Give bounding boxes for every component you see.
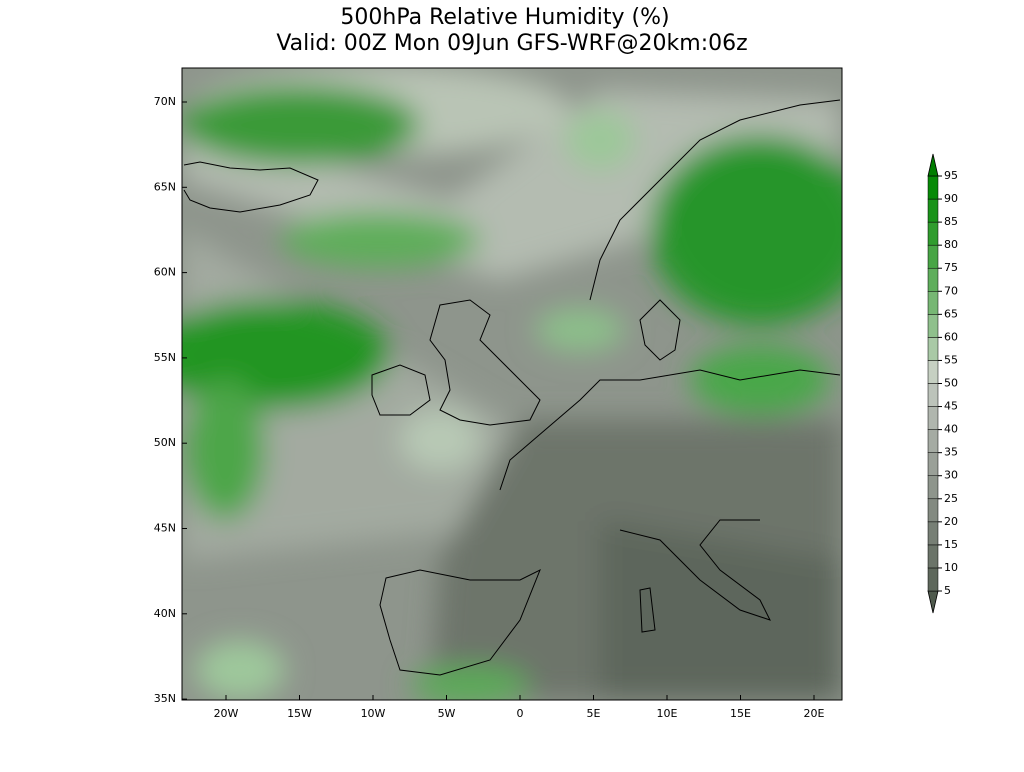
colorbar-segment bbox=[927, 291, 939, 315]
colorbar-label: 25 bbox=[944, 492, 958, 505]
colorbar-label: 90 bbox=[944, 192, 958, 205]
colorbar-label: 55 bbox=[944, 353, 958, 366]
map-frame bbox=[181, 67, 843, 701]
colorbar-label: 80 bbox=[944, 238, 958, 251]
lon-label: 20W bbox=[214, 707, 239, 720]
colorbar-segment bbox=[927, 175, 939, 200]
colorbar-label: 5 bbox=[944, 584, 951, 597]
lat-label: 35N bbox=[154, 692, 176, 705]
lon-label: 10E bbox=[657, 707, 678, 720]
lon-label: 0 bbox=[517, 707, 524, 720]
colorbar-segment bbox=[927, 429, 939, 453]
colorbar-segment bbox=[927, 567, 939, 592]
title: 500hPa Relative Humidity (%) bbox=[340, 5, 669, 30]
lat-label: 50N bbox=[154, 436, 176, 449]
lon-label: 20E bbox=[804, 707, 825, 720]
lat-label: 65N bbox=[154, 180, 176, 193]
colorbar-label: 85 bbox=[944, 215, 958, 228]
colorbar-segment bbox=[927, 452, 939, 476]
colorbar-label: 50 bbox=[944, 377, 958, 390]
colorbar-segment bbox=[927, 198, 939, 223]
lat-label: 45N bbox=[154, 522, 176, 535]
lon-label: 15W bbox=[287, 707, 312, 720]
colorbar-label: 10 bbox=[944, 561, 958, 574]
colorbar-label: 45 bbox=[944, 400, 958, 413]
colorbar-segment bbox=[927, 314, 939, 338]
colorbar-arrow-low bbox=[927, 590, 939, 614]
colorbar-segment bbox=[927, 498, 939, 523]
humidity-field bbox=[182, 68, 842, 700]
colorbar-label: 70 bbox=[944, 284, 958, 297]
colorbar-label: 65 bbox=[944, 307, 958, 320]
colorbar-segment bbox=[927, 406, 939, 430]
lat-label: 60N bbox=[154, 266, 176, 279]
lat-label: 70N bbox=[154, 95, 176, 108]
colorbar-label: 30 bbox=[944, 469, 958, 482]
colorbar-arrow-high bbox=[927, 153, 939, 177]
colorbar-label: 60 bbox=[944, 330, 958, 343]
colorbar-label: 75 bbox=[944, 261, 958, 274]
colorbar-segment bbox=[927, 475, 939, 500]
lon-label: 10W bbox=[361, 707, 386, 720]
colorbar-segment bbox=[927, 544, 939, 569]
colorbar-label: 95 bbox=[944, 169, 958, 182]
colorbar-label: 20 bbox=[944, 515, 958, 528]
colorbar-label: 35 bbox=[944, 446, 958, 459]
lon-label: 5E bbox=[587, 707, 601, 720]
colorbar-segment bbox=[927, 244, 939, 269]
colorbar-label: 15 bbox=[944, 538, 958, 551]
lat-label: 40N bbox=[154, 607, 176, 620]
colorbar-segment bbox=[927, 221, 939, 246]
lon-label: 15E bbox=[730, 707, 751, 720]
subtitle: Valid: 00Z Mon 09Jun GFS-WRF@20km:06z bbox=[276, 31, 747, 56]
lat-label: 55N bbox=[154, 351, 176, 364]
colorbar-segment bbox=[927, 383, 939, 407]
colorbar-label: 40 bbox=[944, 423, 958, 436]
colorbar-segment bbox=[927, 267, 939, 292]
lon-label: 5W bbox=[438, 707, 456, 720]
colorbar-segment bbox=[927, 360, 939, 384]
colorbar-segment bbox=[927, 337, 939, 361]
coastlines bbox=[183, 99, 841, 676]
colorbar-segment bbox=[927, 521, 939, 546]
